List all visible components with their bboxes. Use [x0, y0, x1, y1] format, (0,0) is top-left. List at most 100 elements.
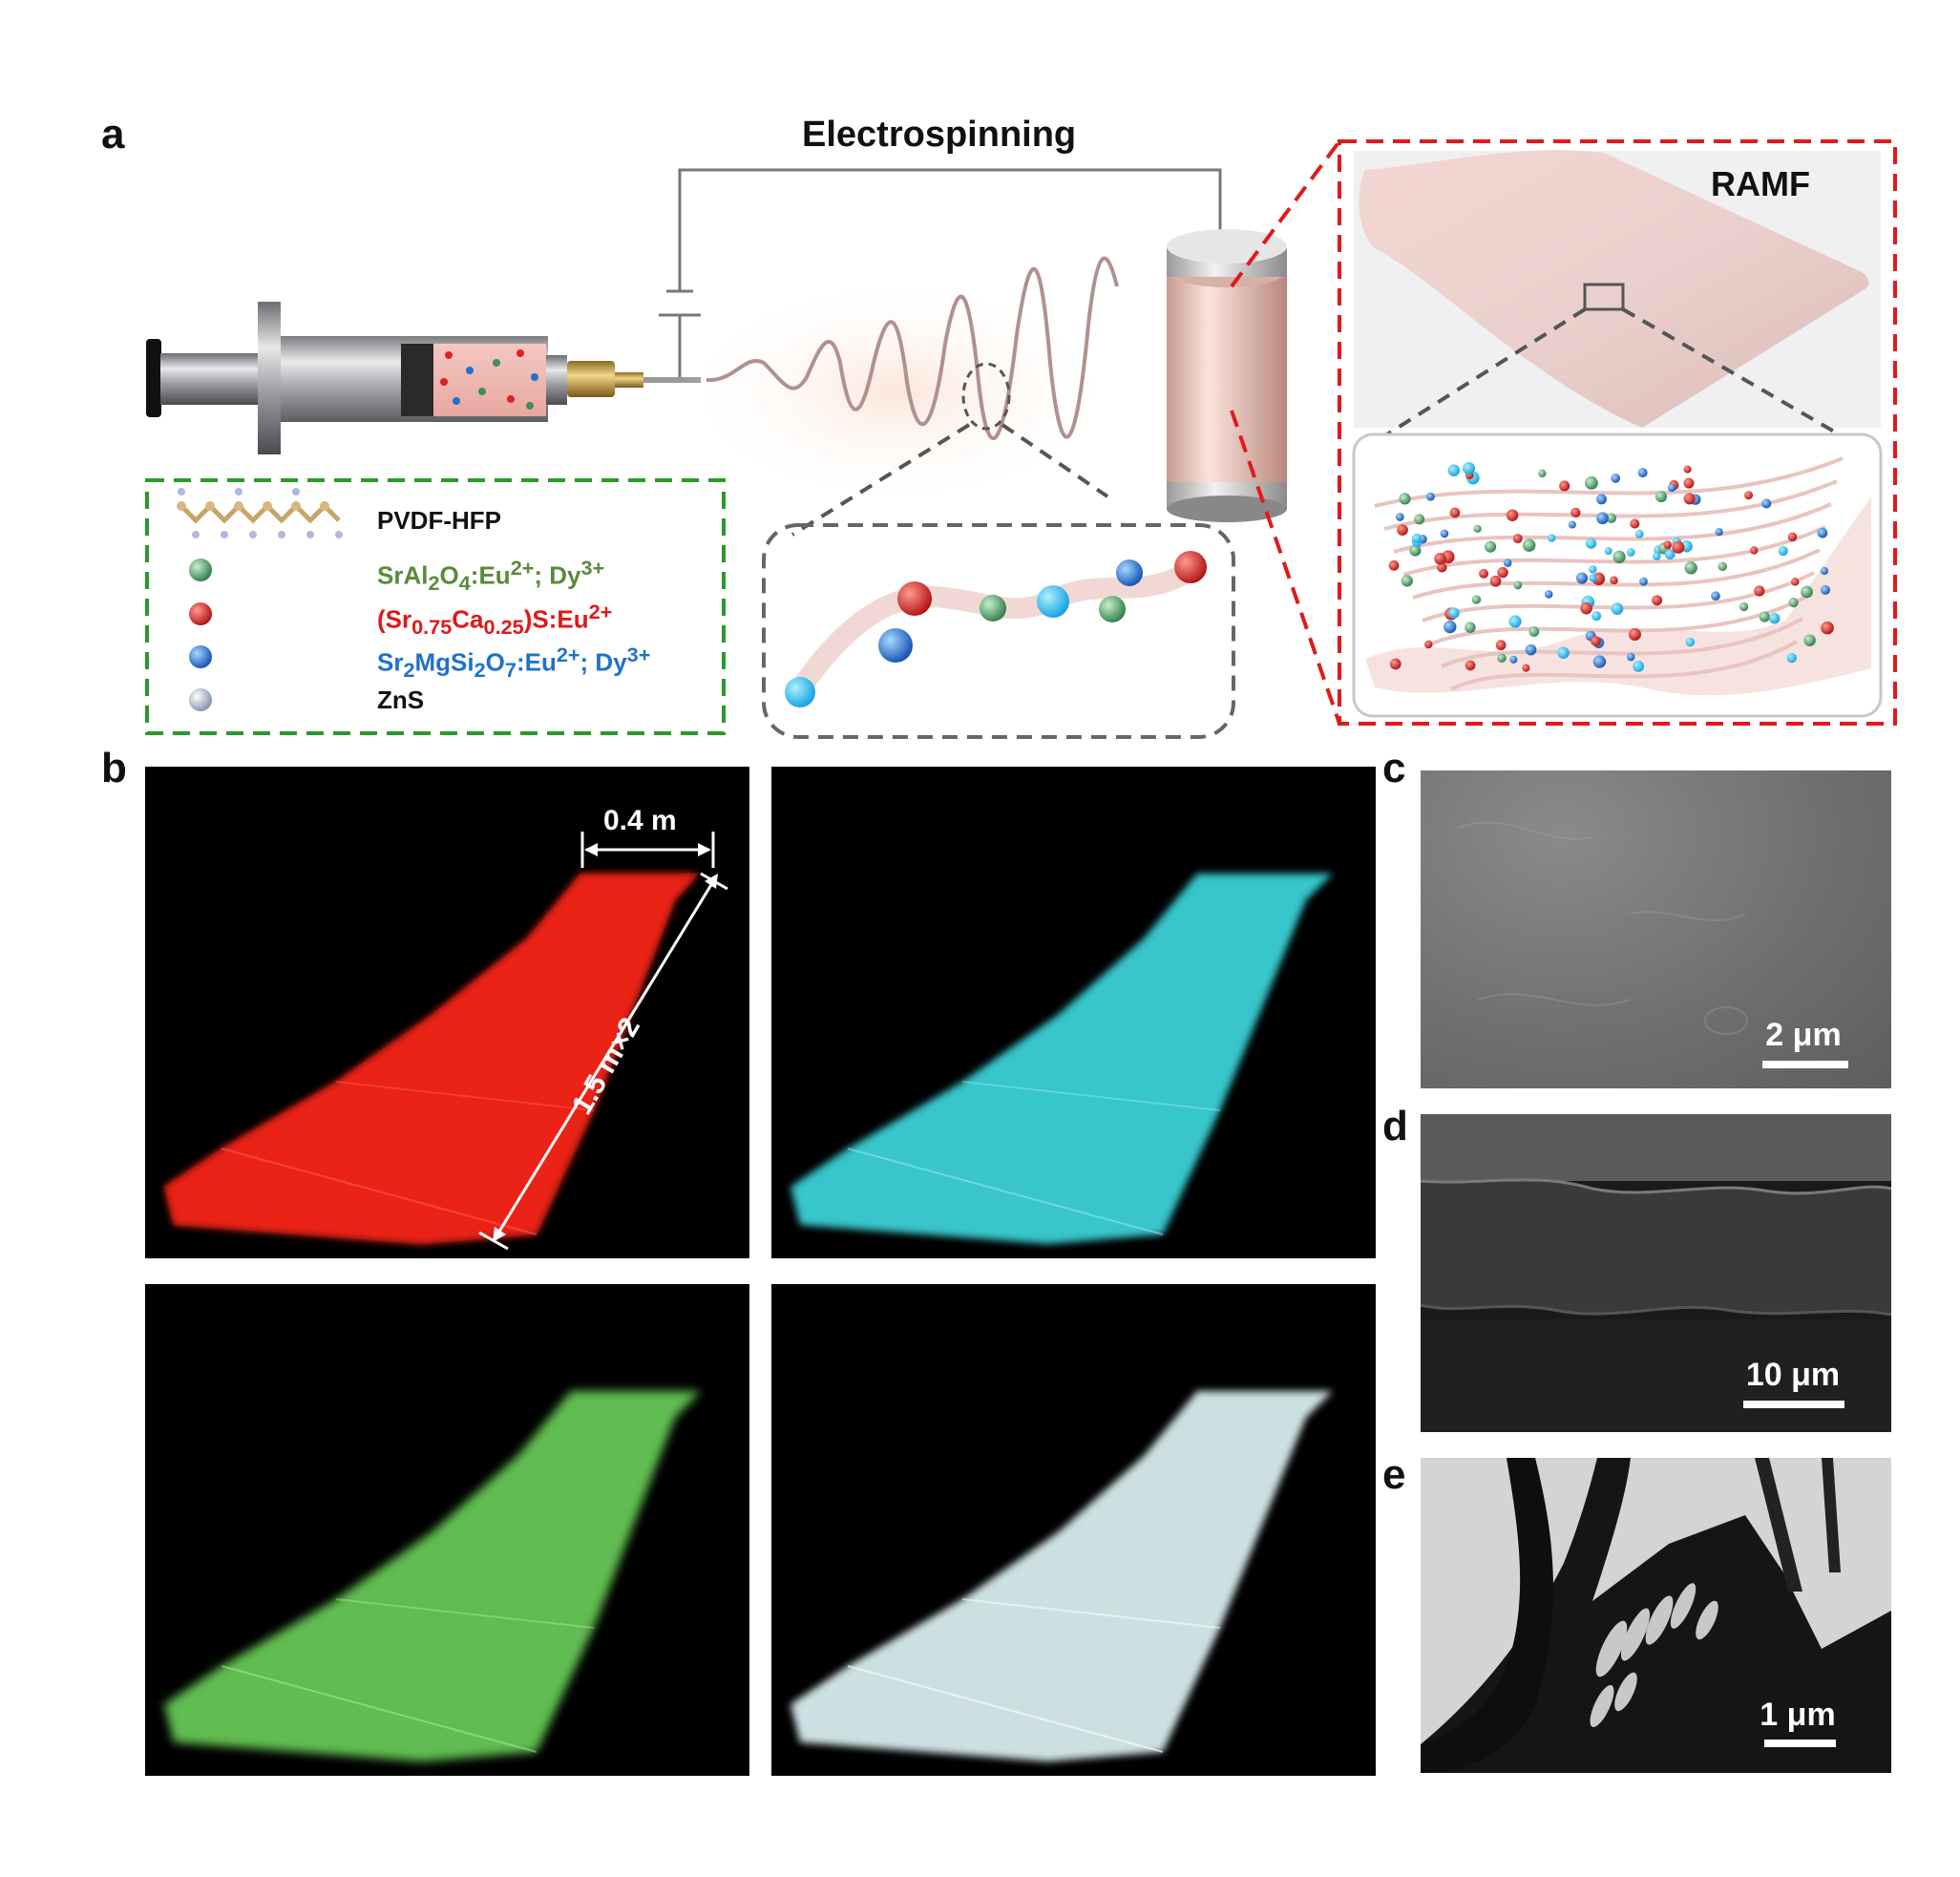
collector-drum	[1167, 229, 1287, 522]
network-particle	[1489, 575, 1502, 587]
network-particle	[1397, 524, 1408, 536]
network-particle	[1591, 636, 1601, 646]
network-particle	[1589, 574, 1597, 582]
film-zoom-line	[1378, 307, 1587, 441]
network-particle	[1388, 559, 1400, 571]
legend-label-srmgsi: Sr2MgSi2O7:Eu2+; Dy3+	[377, 643, 651, 682]
network-particle	[1525, 643, 1537, 656]
ramf-zoom-line	[1230, 139, 1341, 288]
network-particle	[1633, 660, 1645, 672]
legend-marker-white	[189, 688, 212, 711]
network-particle	[1626, 652, 1635, 662]
sem-cross-section-texture	[1421, 1114, 1891, 1432]
film-zoom-square	[1583, 283, 1625, 311]
photo-green	[145, 1284, 749, 1776]
network-particle	[1444, 620, 1457, 634]
scalebar-label-d: 10 μm	[1745, 1357, 1841, 1393]
ramf-label: RAMF	[1711, 164, 1810, 203]
scalebar-e	[1764, 1740, 1836, 1747]
network-particle	[1465, 622, 1476, 633]
network-particle	[1559, 480, 1570, 492]
photo-red	[145, 767, 749, 1258]
network-particle	[1786, 652, 1797, 664]
scalebar-label-c: 2 μm	[1765, 1017, 1842, 1053]
network-particle	[1463, 462, 1476, 475]
network-particle	[1399, 493, 1411, 505]
photo-cyan	[771, 767, 1376, 1258]
network-particle	[1761, 498, 1772, 509]
sem-image-surface: 2 μm	[1421, 770, 1891, 1088]
jet-glow	[678, 277, 1117, 506]
scalebar-label-e: 1 μm	[1760, 1697, 1836, 1733]
legend-box	[145, 478, 726, 735]
network-particle	[1787, 532, 1798, 542]
network-particle	[1596, 512, 1609, 525]
fiber-zoom-box	[762, 523, 1235, 739]
zoom-line	[790, 423, 971, 537]
network-particle	[1409, 544, 1422, 557]
network-particle	[1612, 550, 1626, 563]
network-fiber	[1441, 617, 1803, 668]
network-particle	[1580, 601, 1592, 615]
network-particle	[1389, 658, 1402, 670]
network-particle	[1606, 513, 1617, 523]
panel-d-letter: d	[1382, 1103, 1408, 1149]
network-particle	[1769, 613, 1781, 624]
network-particle	[1437, 561, 1447, 573]
network-particle	[1718, 561, 1727, 572]
network-particle	[1591, 611, 1602, 622]
network-particle	[1471, 595, 1482, 604]
network-particle	[1652, 595, 1663, 606]
network-particle	[1576, 572, 1589, 584]
fiber-particles	[785, 551, 1207, 707]
film-zoom-line	[1621, 307, 1849, 441]
single-fiber	[790, 558, 1204, 700]
network-particle	[1448, 607, 1460, 619]
panel-e-letter: e	[1382, 1451, 1406, 1498]
glowing-film-red	[164, 832, 728, 1251]
panel-a-letter: a	[101, 111, 125, 158]
network-particle	[1434, 552, 1446, 565]
network-particle	[1449, 507, 1461, 518]
network-fiber	[1431, 594, 1809, 645]
tem-texture	[1421, 1458, 1891, 1773]
network-particle	[1683, 465, 1692, 474]
network-particle	[1497, 566, 1508, 579]
network-particle	[1654, 491, 1667, 503]
network-particle	[1528, 626, 1540, 637]
network-particle	[1411, 533, 1422, 543]
network-particle	[1497, 653, 1507, 663]
width-dimension-label: 0.4 m	[603, 805, 677, 836]
legend-marker-green	[189, 559, 212, 581]
network-particle	[1749, 546, 1759, 555]
network-particle	[1544, 590, 1553, 599]
network-particle	[1596, 494, 1607, 505]
network-particle	[1634, 529, 1644, 538]
power-circuit	[659, 168, 1222, 382]
photo-white	[771, 1284, 1376, 1776]
legend-marker-red	[189, 602, 212, 625]
glowing-film-green	[164, 1391, 701, 1761]
network-particle	[1653, 552, 1661, 560]
network-particle	[1465, 660, 1476, 671]
network-particle	[1538, 469, 1547, 477]
network-particle	[1684, 561, 1697, 575]
network-particle	[1513, 580, 1523, 590]
network-fiber	[1374, 456, 1844, 508]
network-particle	[1568, 520, 1576, 529]
syringe	[146, 302, 701, 454]
network-particle	[1663, 540, 1673, 549]
network-fiber	[1412, 548, 1821, 600]
ramf-zoom-line	[1230, 410, 1341, 725]
network-particle	[1401, 575, 1413, 587]
network-particle	[1447, 464, 1461, 476]
network-fiber	[1393, 502, 1832, 554]
network-particle	[1503, 559, 1512, 567]
network-particle	[1414, 514, 1425, 525]
network-particle	[1711, 591, 1720, 601]
legend-label-zns: ZnS	[377, 685, 425, 714]
glowing-film-cyan	[790, 874, 1333, 1244]
sem-texture	[1458, 821, 1748, 1035]
legend-label-sral: SrAl2O4:Eu2+; Dy3+	[377, 556, 605, 595]
network-particle	[1778, 545, 1788, 557]
